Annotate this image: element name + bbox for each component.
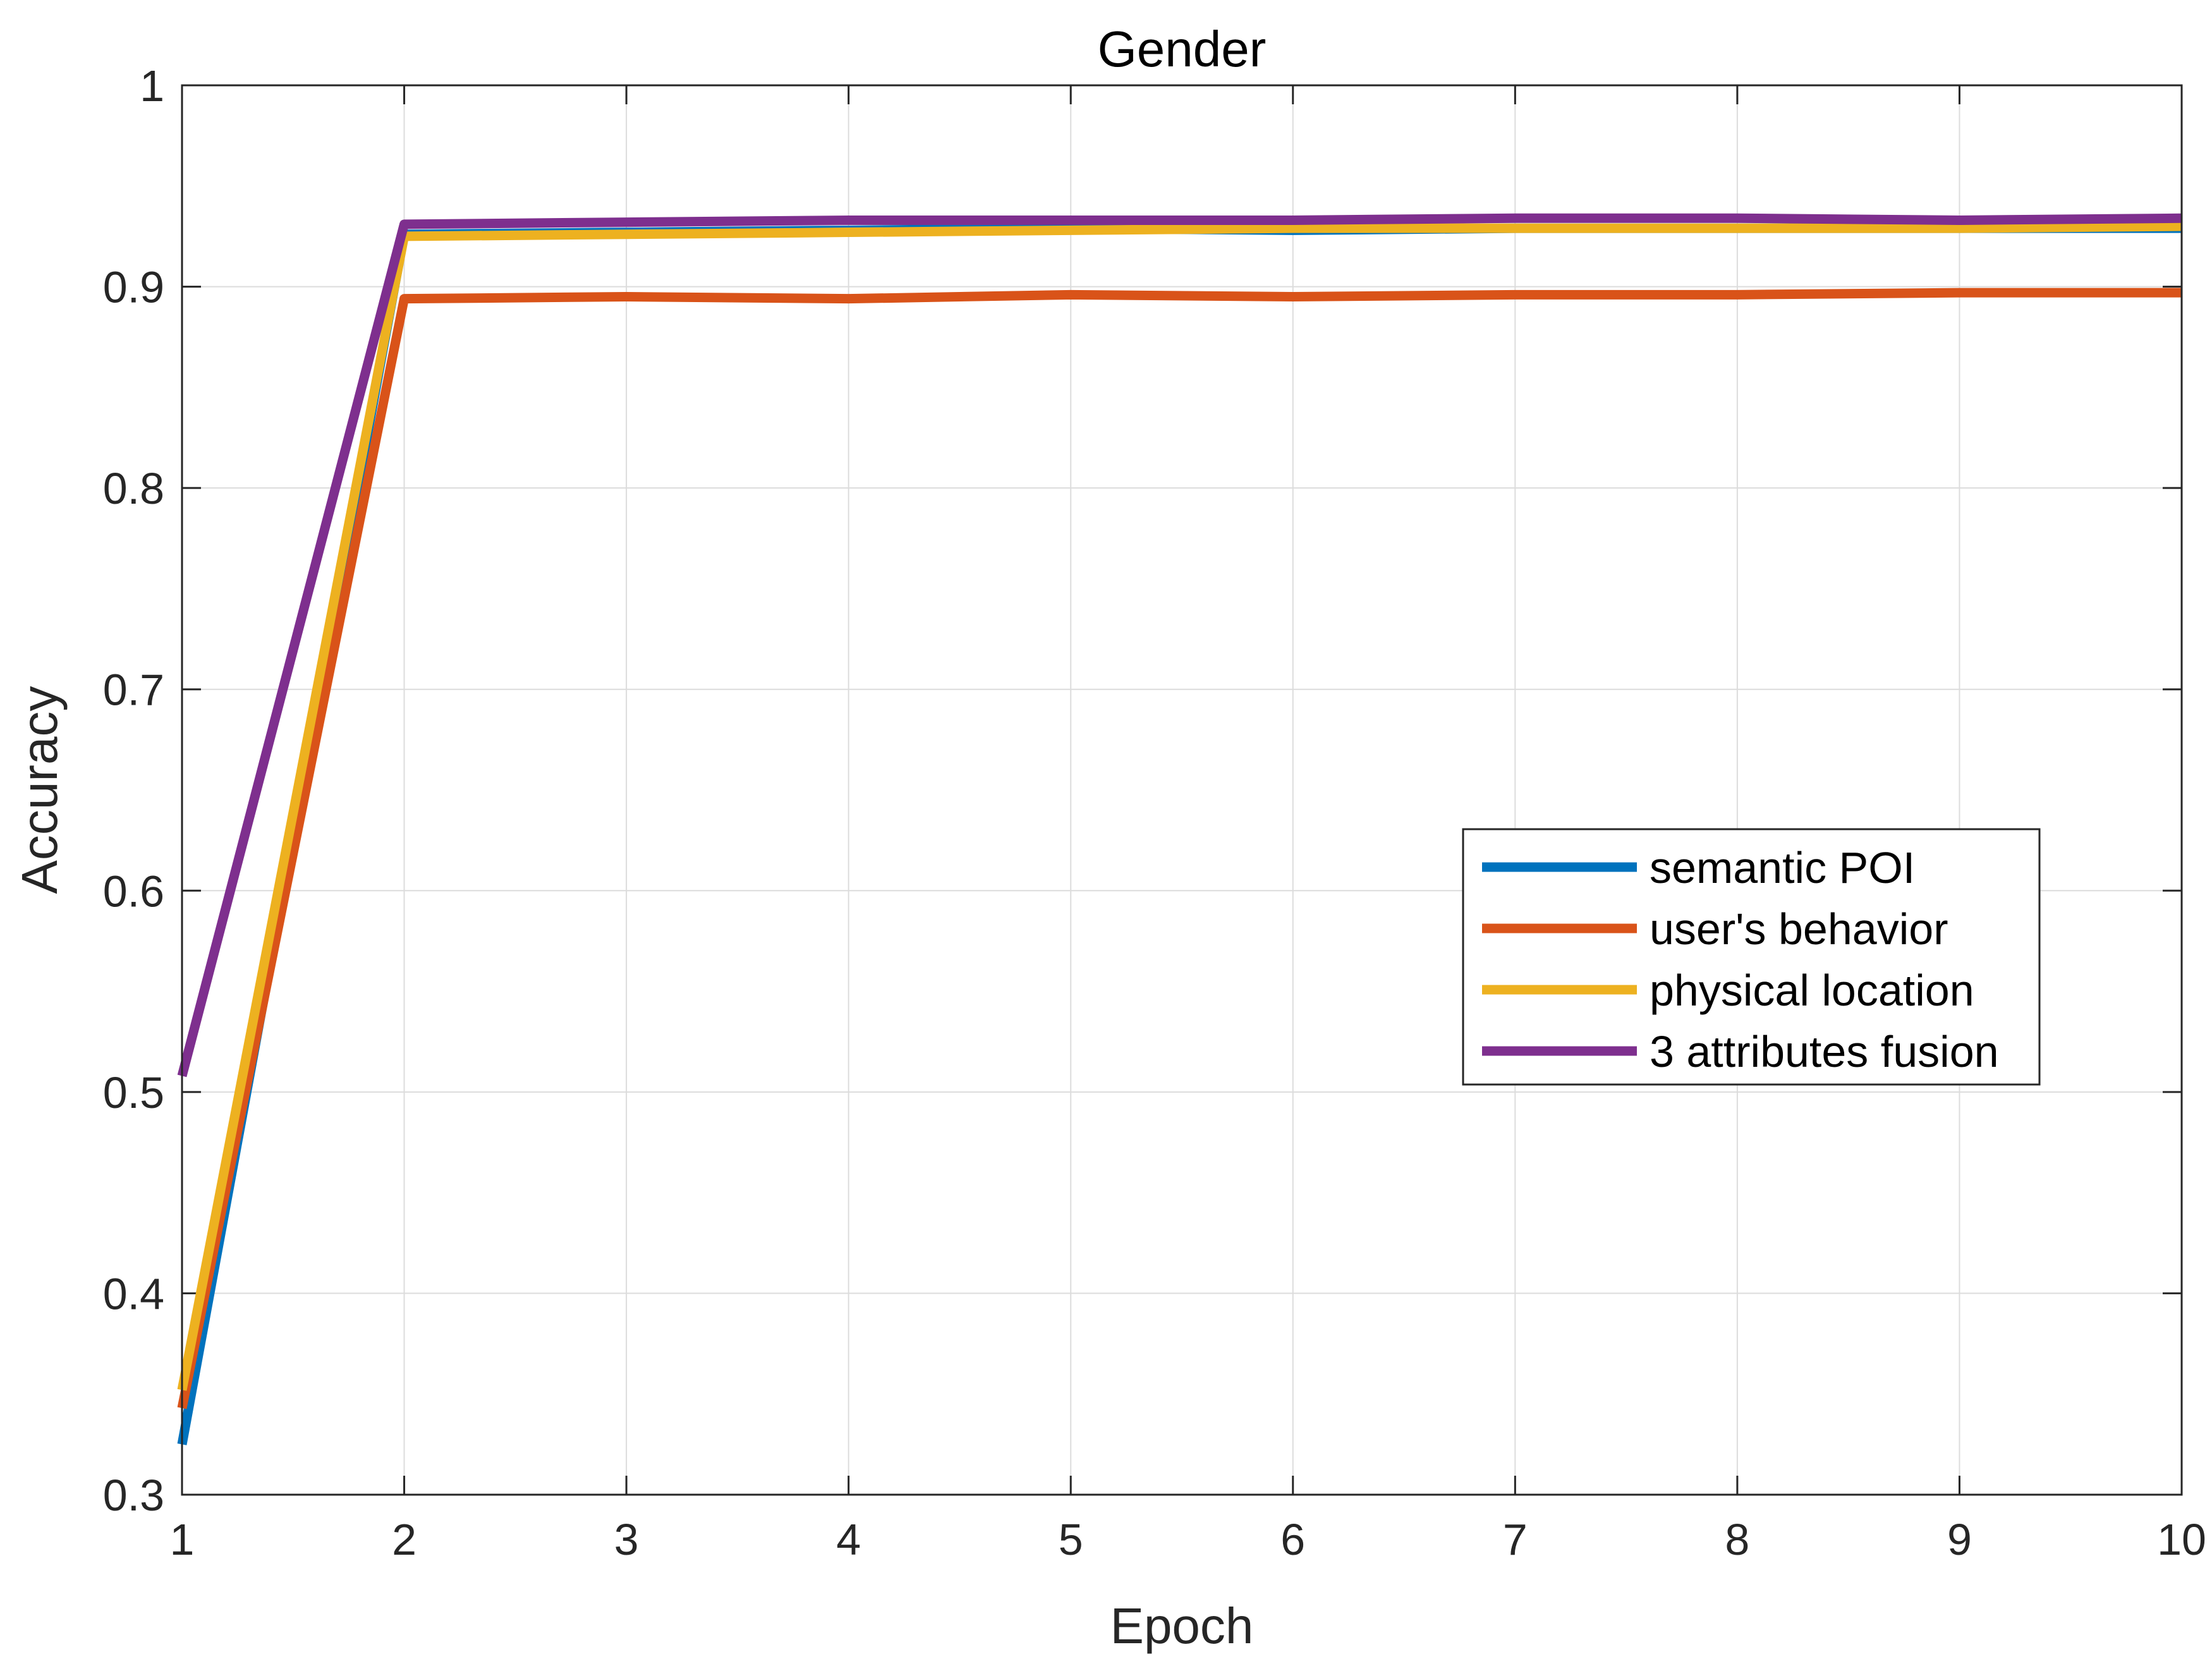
x-axis-label: Epoch [1110,1598,1254,1654]
y-tick-label: 0.5 [103,1068,164,1117]
y-tick-label: 1 [140,61,164,111]
y-tick-label: 0.4 [103,1269,164,1318]
x-tick-label: 5 [1059,1515,1083,1564]
series-line-4 [177,213,2182,1078]
y-tick-label: 0.9 [103,263,164,312]
y-tick-label: 0.7 [103,665,164,715]
series-line-2 [177,288,2182,1409]
x-tick-label: 7 [1503,1515,1528,1564]
x-tick-label: 1 [170,1515,195,1564]
legend-label: physical location [1650,966,1974,1015]
y-tick-label: 0.3 [103,1471,164,1520]
x-tick-label: 9 [1947,1515,1972,1564]
series-line-3 [177,221,2182,1391]
legend-label: 3 attributes fusion [1650,1027,1999,1076]
tick-labels: 1 2 3 4 5 6 7 8 9 10 0.3 0.4 0.5 0.6 0.7 0.8 0.9 1 [103,61,2206,1564]
y-tick-label: 0.6 [103,866,164,916]
x-tick-label: 4 [836,1515,861,1564]
x-tick-label: 2 [392,1515,416,1564]
chart-title: Gender [1098,21,1267,77]
legend: semantic POI user's behavior physical loca… [1462,828,2041,1086]
plot-frame [181,84,2183,1496]
x-tick-label: 8 [1725,1515,1749,1564]
y-axis-label: Accuracy [11,686,68,894]
x-tick-label: 6 [1280,1515,1305,1564]
x-tick-label: 10 [2157,1515,2206,1564]
legend-label: semantic POI [1650,843,1915,892]
x-tick-label: 3 [614,1515,639,1564]
series-lines [177,213,2182,1445]
legend-label: user's behavior [1650,904,1948,954]
y-tick-label: 0.8 [103,464,164,513]
